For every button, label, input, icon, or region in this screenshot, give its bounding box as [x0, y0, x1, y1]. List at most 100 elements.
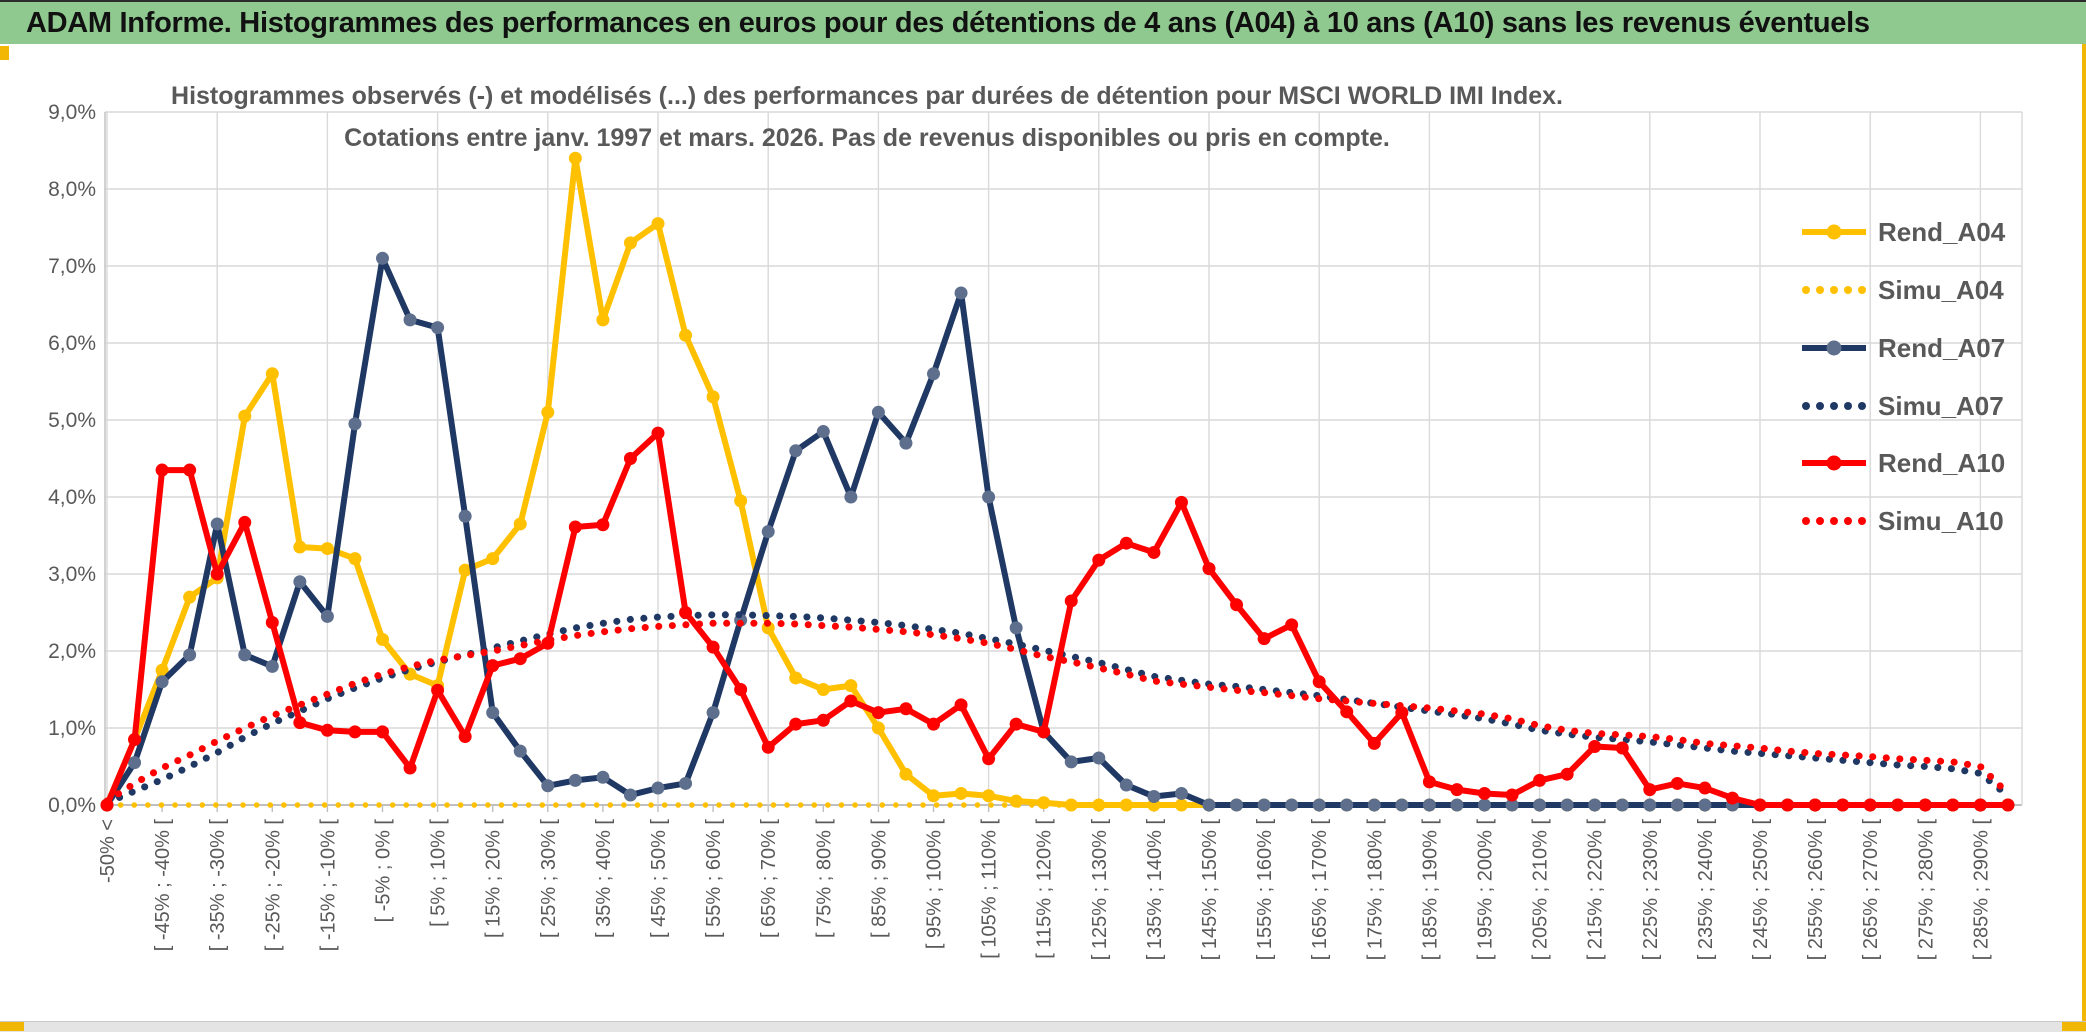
selection-handle-left[interactable] [0, 46, 9, 60]
data-point-marker [568, 151, 582, 165]
data-point-marker [293, 575, 307, 589]
data-point-marker [1230, 798, 1244, 812]
data-point-marker [1202, 562, 1216, 576]
data-point-marker [982, 490, 996, 504]
data-point-marker [1202, 798, 1216, 812]
selection-handle-bottom-left[interactable] [0, 1022, 24, 1031]
legend-item-rend_a10[interactable]: Rend_A10 [1802, 448, 2005, 478]
data-point-marker [320, 723, 334, 737]
y-tick-label: 6,0% [48, 332, 96, 355]
data-point-marker [871, 706, 885, 720]
legend-item-simu_a10[interactable]: Simu_A10 [1802, 506, 2004, 536]
legend-dot-sample [1858, 517, 1866, 525]
y-tick-label: 1,0% [48, 717, 96, 740]
data-point-marker [1781, 798, 1795, 812]
y-tick-label: 5,0% [48, 409, 96, 432]
selection-border-right[interactable] [2082, 44, 2086, 1021]
data-point-marker [1174, 786, 1188, 800]
selection-handle-bottom-right[interactable] [2062, 1022, 2086, 1031]
data-point-marker [458, 509, 472, 523]
y-tick-label: 7,0% [48, 255, 96, 278]
x-tick-label: [ 25% ; 30% [ [538, 819, 560, 938]
data-point-marker [1147, 545, 1161, 559]
data-point-marker [568, 773, 582, 787]
data-point-marker [1533, 773, 1547, 787]
data-point-marker [1560, 798, 1574, 812]
data-point-marker [816, 683, 830, 696]
data-point-marker [596, 518, 610, 532]
data-point-marker [238, 648, 252, 662]
x-tick-label: [ 45% ; 50% [ [648, 819, 670, 938]
data-point-marker [1119, 798, 1133, 812]
data-point-marker [265, 659, 279, 673]
data-point-marker [128, 756, 142, 770]
data-point-marker [871, 405, 885, 419]
data-point-marker [706, 390, 720, 404]
data-point-marker [513, 652, 527, 666]
legend-dot-sample [1830, 517, 1838, 525]
chart-title: Histogrammes observés (-) et modélisés (… [171, 82, 1563, 110]
data-point-marker [1808, 798, 1822, 812]
series-rend_a04 [100, 151, 2015, 812]
data-point-marker [816, 425, 830, 439]
legend-dot-sample [1802, 286, 1810, 294]
data-point-marker [1092, 798, 1106, 812]
data-point-marker [1174, 495, 1188, 509]
data-point-marker [486, 706, 500, 720]
data-point-marker [1009, 621, 1023, 635]
data-point-marker [1615, 741, 1629, 755]
data-point-marker [1588, 739, 1602, 753]
data-point-marker [1725, 791, 1739, 805]
data-point-marker [1643, 783, 1657, 797]
legend-marker-sample [1826, 224, 1842, 240]
data-point-marker [1670, 798, 1684, 812]
data-point-marker [1450, 783, 1464, 797]
data-point-marker [1147, 790, 1161, 804]
x-tick-label: [ 155% ; 160% [ [1254, 819, 1276, 961]
data-point-marker [1230, 598, 1244, 612]
data-point-marker [1422, 798, 1436, 812]
x-tick-label: [ 225% ; 230% [ [1640, 819, 1662, 961]
legend-item-rend_a07[interactable]: Rend_A07 [1802, 333, 2005, 363]
data-point-marker [1257, 632, 1271, 646]
data-point-marker [1395, 798, 1409, 812]
x-tick-label: [ 15% ; 20% [ [483, 819, 505, 938]
data-point-marker [1505, 788, 1519, 802]
data-point-marker [1340, 705, 1354, 719]
bottom-strip [0, 1021, 2086, 1032]
data-point-marker [293, 716, 307, 730]
x-tick-label: [ 135% ; 140% [ [1144, 819, 1166, 961]
data-point-marker [623, 788, 637, 802]
data-point-marker [1312, 798, 1326, 812]
legend-dot-sample [1830, 402, 1838, 410]
data-point-marker [844, 490, 858, 504]
data-point-marker [982, 752, 996, 766]
data-point-marker [1863, 798, 1877, 812]
series-simu_a07 [103, 611, 2012, 807]
series-line-rend_a07 [104, 255, 2008, 808]
x-tick-label: [ 85% ; 90% [ [868, 819, 890, 938]
data-point-marker [1037, 796, 1051, 810]
legend-dot-sample [1816, 402, 1824, 410]
legend-item-simu_a04[interactable]: Simu_A04 [1802, 275, 2004, 305]
data-point-marker [1891, 798, 1905, 812]
legend-item-rend_a04[interactable]: Rend_A04 [1802, 217, 2006, 247]
data-point-marker [1836, 798, 1850, 812]
data-point-marker [816, 713, 830, 727]
data-point-marker [1422, 775, 1436, 789]
x-tick-label: [ 175% ; 180% [ [1364, 819, 1386, 961]
data-point-marker [789, 671, 803, 685]
data-point-marker [403, 761, 417, 775]
x-tick-label: [ -35% ; -30% [ [207, 819, 229, 952]
data-point-marker [1064, 798, 1078, 812]
series-line-simu_a07 [103, 611, 2012, 807]
data-point-marker [541, 636, 555, 650]
data-point-marker [1946, 798, 1960, 812]
data-point-marker [1009, 717, 1023, 731]
data-point-marker [871, 721, 885, 735]
legend-item-simu_a07[interactable]: Simu_A07 [1802, 391, 2004, 421]
data-point-marker [1340, 798, 1354, 812]
x-tick-label: [ 125% ; 130% [ [1089, 819, 1111, 961]
